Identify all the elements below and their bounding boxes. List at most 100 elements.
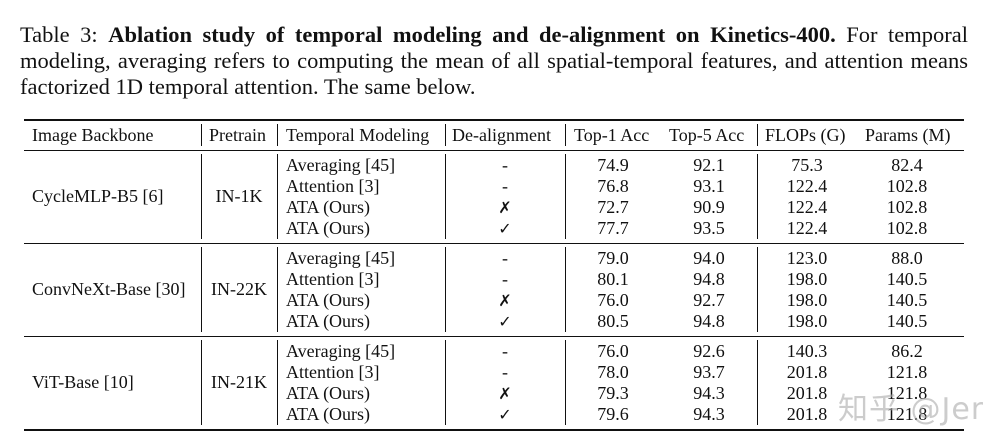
- pretrain-cell: IN-1K: [215, 186, 263, 206]
- top1-acc-cell: 76.0: [597, 290, 629, 310]
- flops-cell: 201.8: [786, 362, 828, 382]
- de-alignment-cell: ✗: [498, 198, 512, 217]
- flops-cell: 201.8: [786, 404, 828, 424]
- header-separator: [277, 124, 278, 146]
- backbone-cell: CycleMLP-B5 [6]: [32, 186, 164, 206]
- column-separator: [201, 247, 202, 332]
- flops-cell: 122.4: [786, 176, 828, 196]
- de-alignment-cell: -: [502, 155, 508, 175]
- column-separator: [277, 340, 278, 425]
- params-cell: 121.8: [886, 383, 928, 403]
- temporal-modeling-cell: Averaging [45]: [286, 248, 396, 268]
- top5-acc-cell: 94.0: [693, 248, 725, 268]
- top5-acc-cell: 92.6: [693, 341, 725, 361]
- temporal-modeling-cell: ATA (Ours): [286, 404, 371, 424]
- column-separator: [565, 340, 566, 425]
- de-alignment-cell: -: [502, 362, 508, 382]
- top1-acc-cell: 72.7: [597, 197, 629, 217]
- params-cell: 140.5: [886, 290, 928, 310]
- de-alignment-cell: ✓: [498, 312, 512, 331]
- header-separator: [445, 124, 446, 146]
- column-separator: [277, 247, 278, 332]
- flops-cell: 198.0: [786, 311, 828, 331]
- column-separator: [757, 247, 758, 332]
- column-separator: [757, 340, 758, 425]
- column-separator: [445, 154, 446, 239]
- column-separator: [445, 247, 446, 332]
- flops-cell: 201.8: [786, 383, 828, 403]
- top5-acc-cell: 93.7: [693, 362, 725, 382]
- params-cell: 88.0: [891, 248, 923, 268]
- header-top1-acc: Top-1 Acc: [574, 125, 650, 145]
- top1-acc-cell: 77.7: [597, 218, 629, 238]
- params-cell: 121.8: [886, 404, 928, 424]
- header-separator: [757, 124, 758, 146]
- column-separator: [445, 340, 446, 425]
- flops-cell: 198.0: [786, 269, 828, 289]
- column-separator: [565, 247, 566, 332]
- temporal-modeling-cell: Averaging [45]: [286, 341, 396, 361]
- flops-cell: 198.0: [786, 290, 828, 310]
- top5-acc-cell: 90.9: [693, 197, 725, 217]
- top5-acc-cell: 92.7: [693, 290, 725, 310]
- de-alignment-cell: -: [502, 248, 508, 268]
- pretrain-cell: IN-21K: [211, 372, 267, 392]
- top5-acc-cell: 94.3: [693, 404, 725, 424]
- header-top5-acc: Top-5 Acc: [669, 125, 745, 145]
- backbone-cell: ConvNeXt-Base [30]: [32, 279, 186, 299]
- temporal-modeling-cell: ATA (Ours): [286, 218, 371, 238]
- flops-cell: 140.3: [786, 341, 828, 361]
- backbone-cell: ViT-Base [10]: [32, 372, 134, 392]
- column-separator: [565, 154, 566, 239]
- params-cell: 140.5: [886, 311, 928, 331]
- top1-acc-cell: 78.0: [597, 362, 629, 382]
- caption-label: Table 3:: [20, 22, 98, 47]
- column-separator: [757, 154, 758, 239]
- temporal-modeling-cell: Attention [3]: [286, 362, 380, 382]
- de-alignment-cell: ✗: [498, 384, 512, 403]
- params-cell: 86.2: [891, 341, 923, 361]
- de-alignment-cell: -: [502, 176, 508, 196]
- pretrain-cell: IN-22K: [211, 279, 267, 299]
- top5-acc-cell: 92.1: [693, 155, 725, 175]
- column-separator: [201, 340, 202, 425]
- temporal-modeling-cell: Attention [3]: [286, 176, 380, 196]
- header-temporal-modeling: Temporal Modeling: [286, 125, 430, 145]
- top5-acc-cell: 93.1: [693, 176, 725, 196]
- top5-acc-cell: 94.3: [693, 383, 725, 403]
- de-alignment-cell: -: [502, 341, 508, 361]
- caption-body: For temporal modeling, averaging refers …: [20, 22, 969, 99]
- params-cell: 140.5: [886, 269, 928, 289]
- flops-cell: 75.3: [791, 155, 823, 175]
- header-rule: [24, 150, 964, 151]
- params-cell: 102.8: [886, 176, 928, 196]
- top5-acc-cell: 94.8: [693, 311, 725, 331]
- params-cell: 102.8: [886, 197, 928, 217]
- top5-acc-cell: 93.5: [693, 218, 725, 238]
- temporal-modeling-cell: ATA (Ours): [286, 383, 371, 403]
- temporal-modeling-cell: ATA (Ours): [286, 290, 371, 310]
- de-alignment-cell: -: [502, 269, 508, 289]
- column-separator: [201, 154, 202, 239]
- top1-acc-cell: 76.8: [597, 176, 629, 196]
- table-caption: Table 3: Ablation study of temporal mode…: [20, 22, 968, 100]
- top1-acc-cell: 79.6: [597, 404, 629, 424]
- params-cell: 82.4: [891, 155, 923, 175]
- caption-title: Ablation study of temporal modeling and …: [108, 22, 836, 47]
- group-rule-2: [24, 336, 964, 337]
- top1-acc-cell: 76.0: [597, 341, 629, 361]
- header-de-alignment: De-alignment: [452, 125, 551, 145]
- params-cell: 102.8: [886, 218, 928, 238]
- header-flops: FLOPs (G): [765, 125, 846, 145]
- header-image-backbone: Image Backbone: [32, 125, 154, 145]
- header-separator: [201, 124, 202, 146]
- temporal-modeling-cell: ATA (Ours): [286, 197, 371, 217]
- bottom-rule: [24, 429, 964, 431]
- temporal-modeling-cell: Attention [3]: [286, 269, 380, 289]
- top5-acc-cell: 94.8: [693, 269, 725, 289]
- header-params: Params (M): [865, 125, 951, 145]
- top1-acc-cell: 79.3: [597, 383, 629, 403]
- flops-cell: 122.4: [786, 197, 828, 217]
- top1-acc-cell: 74.9: [597, 155, 629, 175]
- temporal-modeling-cell: Averaging [45]: [286, 155, 396, 175]
